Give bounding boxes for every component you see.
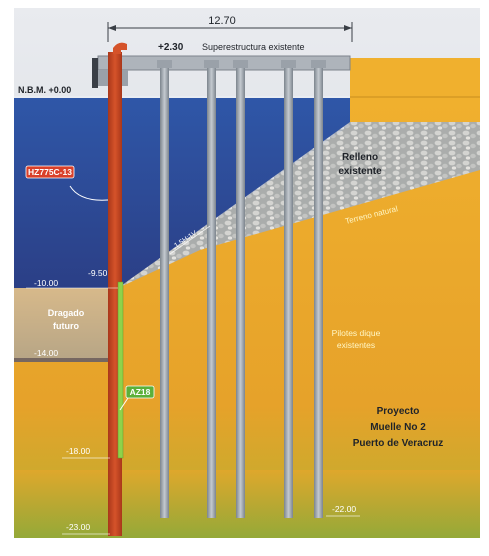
dimension-label: 12.70 <box>208 15 236 27</box>
dimension-arrow-left <box>108 25 116 31</box>
sea-water <box>14 97 350 288</box>
existing-piles-line2: existentes <box>337 340 375 350</box>
deep-soil-layer <box>14 470 480 538</box>
fill-label-line1: Relleno <box>342 152 378 163</box>
pile <box>314 66 323 518</box>
az-label-box <box>125 385 155 399</box>
label-leader <box>69 185 109 201</box>
pile <box>284 66 293 518</box>
pile <box>160 66 169 518</box>
dredge-bottom-line <box>14 358 118 362</box>
pile <box>207 66 216 518</box>
existing-piles <box>157 60 326 518</box>
az-infill-sheet <box>117 281 124 459</box>
dredge-label-line2: futuro <box>53 321 79 331</box>
level-minus-18-00: -18.00 <box>66 446 90 456</box>
project-title-line1: Proyecto <box>377 406 420 417</box>
water-level-label: N.B.M. +0.00 <box>18 85 71 95</box>
existing-piles-line1: Pilotes dique <box>332 328 381 338</box>
fender <box>92 58 98 88</box>
level-minus-22-00: -22.00 <box>332 504 356 514</box>
level-minus-23-00: -23.00 <box>66 522 90 532</box>
bollard-icon <box>113 42 127 54</box>
future-dredge-zone <box>14 288 118 358</box>
pile-head <box>233 60 248 68</box>
pile-head <box>157 60 172 68</box>
az-label: AZ18 <box>130 387 151 397</box>
level-minus-10-00: -10.00 <box>34 278 58 288</box>
project-title-line3: Puerto de Veracruz <box>353 438 444 449</box>
label-leader <box>119 397 129 411</box>
pile-head <box>281 60 296 68</box>
superstructure-label: Superestructura existente <box>202 42 305 52</box>
dredge-label-line1: Dragado <box>48 308 85 318</box>
sheet-pile-label-box <box>25 165 75 179</box>
pile <box>236 66 245 518</box>
level-minus-9-50: -9.50 <box>88 268 108 278</box>
project-title-line2: Muelle No 2 <box>370 422 426 433</box>
dimension-arrow-right <box>344 25 352 31</box>
pile-head <box>311 60 326 68</box>
level-minus-14-00: -14.00 <box>34 348 58 358</box>
pile-head <box>204 60 219 68</box>
sheet-pile-label: HZ775C-13 <box>28 167 72 177</box>
land-surface <box>350 58 480 97</box>
slope-line <box>169 225 211 255</box>
fill-label-line2: existente <box>338 166 382 177</box>
superstructure-level-label: +2.30 <box>158 42 184 53</box>
